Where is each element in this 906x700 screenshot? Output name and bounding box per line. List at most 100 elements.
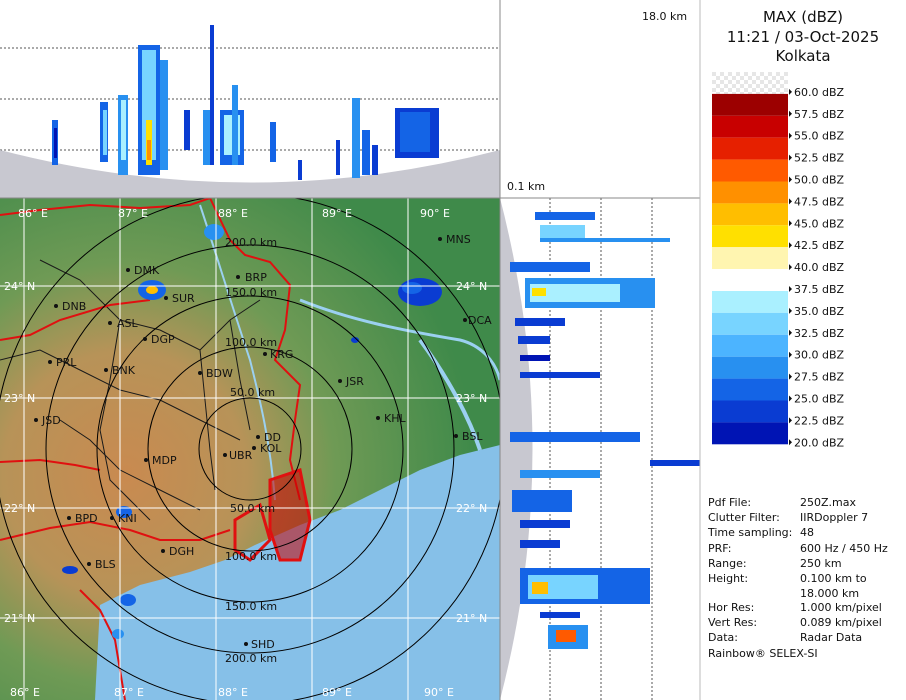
info-key: Hor Res: [708, 601, 755, 614]
lat-label: 22° N [4, 502, 35, 515]
info-key: Clutter Filter: [708, 511, 780, 524]
lon-label: 86° E [18, 207, 48, 220]
lat-label: 23° N [4, 392, 35, 405]
legend-tick-icon [789, 417, 792, 424]
info-value: 0.100 km to 18.000 km [800, 572, 867, 600]
city-label: DGH [169, 545, 194, 558]
range-label: 50.0 km [230, 502, 275, 515]
lon-label: 87° E [114, 686, 144, 699]
lon-label: 89° E [322, 207, 352, 220]
legend-tick-icon [789, 154, 792, 161]
right-echo-layers [510, 212, 700, 649]
city-markers: MNS DMK BRP SUR DNB ASL DCA DGP KRG PRL … [34, 233, 492, 651]
profile-bottom-height-label: 0.1 km [507, 180, 545, 193]
lon-label: 89° E [322, 686, 352, 699]
city-label: MNS [446, 233, 471, 246]
legend-swatch [712, 159, 788, 182]
legend-tick-icon [789, 132, 792, 139]
legend-label: 57.5 dBZ [794, 108, 845, 121]
info-key: Vert Res: [708, 616, 758, 629]
info-key: Pdf File: [708, 496, 752, 509]
legend-swatch [712, 247, 788, 270]
info-row: Pdf File: 250Z.max [708, 495, 904, 510]
info-value: 48 [800, 526, 814, 539]
legend-tick-icon [789, 373, 792, 380]
info-value: Radar Data [800, 631, 863, 644]
range-label: 150.0 km [225, 286, 277, 299]
legend-tick-icon [789, 264, 792, 271]
city-label: DD [264, 431, 281, 444]
legend-swatch [712, 422, 788, 445]
city-label: KNI [118, 512, 137, 525]
info-row: Range: 250 km [708, 556, 904, 571]
top-earth-curvature [0, 150, 500, 198]
dbz-legend: 60.0 dBZ 57.5 dBZ 55.0 dBZ 52.5 dBZ 50.0 dBZ… [712, 72, 845, 449]
city-label: DNB [62, 300, 86, 313]
city-label: BPD [75, 512, 98, 525]
info-row: PRF: 600 Hz / 450 Hz [708, 541, 904, 556]
legend-tick-icon [789, 242, 792, 249]
international-border [0, 198, 302, 700]
legend-label: 50.0 dBZ [794, 174, 845, 187]
lon-label: 88° E [218, 207, 248, 220]
city-label: ASL [117, 317, 139, 330]
legend-swatch [712, 203, 788, 226]
city-label: JSD [41, 414, 61, 427]
info-value: 250Z.max [800, 496, 856, 509]
station-name: Kolkata [775, 47, 831, 65]
range-label: 100.0 km [225, 336, 277, 349]
legend-label: 32.5 dBZ [794, 327, 845, 340]
range-rings [0, 198, 500, 700]
legend-tick-icon [789, 307, 792, 314]
lat-label: 22° N [456, 502, 487, 515]
city-label: BNK [112, 364, 136, 377]
info-key: Range: [708, 557, 747, 570]
city-label: SHD [251, 638, 275, 651]
top-profile-panel [0, 0, 500, 198]
city-label: SUR [172, 292, 195, 305]
legend-label: 22.5 dBZ [794, 414, 845, 427]
city-label: BRP [245, 271, 267, 284]
city-label: BSL [462, 430, 483, 443]
legend-label: 52.5 dBZ [794, 152, 845, 165]
legend-tick-icon [789, 395, 792, 402]
legend-label: 37.5 dBZ [794, 283, 845, 296]
river [418, 338, 482, 451]
info-row: Data: Radar Data [708, 630, 904, 645]
info-key: Time sampling: [708, 526, 793, 539]
legend-tick-icon [789, 176, 792, 183]
lon-label: 90° E [424, 686, 454, 699]
legend-swatch [712, 115, 788, 138]
info-value: IIRDoppler 7 [800, 511, 869, 524]
city-label: JSR [345, 375, 364, 388]
top-echo-columns [52, 25, 439, 180]
city-label: UBR [229, 449, 253, 462]
range-label: 150.0 km [225, 600, 277, 613]
legend-swatch [712, 378, 788, 401]
city-label: DGP [151, 333, 175, 346]
city-label: BDW [206, 367, 233, 380]
range-label: 200.0 km [225, 236, 277, 249]
info-key: Data: [708, 631, 738, 644]
legend-swatch [712, 181, 788, 204]
graticule [0, 198, 500, 700]
legend-tick-icon [789, 220, 792, 227]
info-row: Clutter Filter: IIRDoppler 7 [708, 510, 904, 525]
lat-label: 21° N [4, 612, 35, 625]
city-label: MDP [152, 454, 177, 467]
footer-credit: Rainbow® SELEX-SI [708, 647, 818, 660]
legend-tick-icon [789, 286, 792, 292]
city-label: BLS [95, 558, 116, 571]
product-title: MAX (dBZ) [762, 8, 844, 26]
info-value: 600 Hz / 450 Hz [800, 542, 888, 555]
legend-tick-icon [789, 439, 792, 446]
legend-label: 25.0 dBZ [794, 393, 845, 406]
legend-tick-icon [789, 198, 792, 205]
info-row: Time sampling: 48 [708, 525, 904, 540]
lat-label: 21° N [456, 612, 487, 625]
info-row: Hor Res: 1.000 km/pixel [708, 600, 904, 615]
legend-swatch [712, 269, 788, 291]
legend-label: 40.0 dBZ [794, 261, 845, 274]
legend-swatch [712, 312, 788, 335]
legend-tick-icon [789, 88, 792, 95]
